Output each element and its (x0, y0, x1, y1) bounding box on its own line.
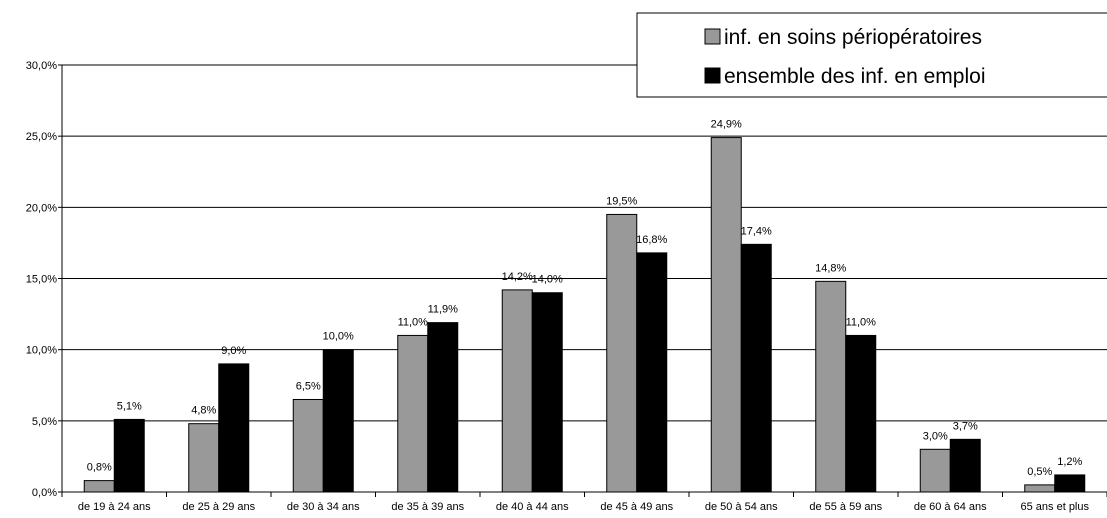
legend-swatch-series-1 (704, 28, 721, 45)
data-label-series-2: 9,0% (221, 345, 246, 357)
bars: 0,8%5,1% 4,8%9,0%6,5%10,0%11,0%11,9%14,2%… (83, 119, 1086, 493)
legend-label-series-2: ensemble des inf. en emploi (724, 65, 986, 88)
data-label-series-2: 1,2% (1057, 456, 1082, 468)
data-label-series-1: 0,5% (1027, 466, 1052, 478)
y-tick-label: 30,0% (26, 60, 57, 72)
x-tick-label: de 25 à 29 ans (182, 501, 255, 513)
bar-series-1 (710, 137, 742, 493)
bar-series-1 (292, 398, 324, 493)
bar-series-2 (427, 322, 459, 493)
y-tick-label: 10,0% (26, 345, 57, 357)
y-axis: 0,0% 5,0% 10,0% 15,0% 20,0% 25,0% 30,0% (26, 60, 63, 499)
x-tick-label: de 45 à 49 ans (600, 501, 673, 513)
legend: inf. en soins périopératoires ensemble d… (636, 12, 1107, 98)
bar-series-1 (501, 289, 533, 493)
bar-series-2 (113, 418, 145, 493)
x-tick-label: 65 ans et plus (1021, 501, 1090, 513)
x-tick-label: de 60 à 64 ans (914, 501, 987, 513)
data-label-series-2: 16,8% (636, 234, 667, 246)
data-label-series-2: 17,4% (741, 225, 772, 237)
data-label-series-2: 11,9% (428, 304, 459, 316)
data-label-series-1: 11,0% (398, 316, 429, 328)
gridlines (62, 64, 1107, 422)
x-tick-label: de 35 à 39 ans (391, 501, 464, 513)
data-label-series-1: 4,8% (191, 405, 216, 417)
y-tick-label: 5,0% (32, 416, 57, 428)
y-tick-label: 15,0% (26, 274, 57, 286)
data-label-series-1: 6,5% (296, 380, 321, 392)
data-label-series-2: 14,0% (532, 274, 563, 286)
bar-series-2 (949, 438, 981, 493)
legend-swatch-series-2 (704, 67, 721, 84)
x-tick-label: de 40 à 44 ans (496, 501, 569, 513)
bar-series-1 (815, 280, 847, 493)
bar-series-1 (1024, 484, 1056, 493)
data-label-series-1: 24,9% (711, 119, 742, 131)
bar-series-2 (218, 363, 250, 493)
data-label-series-1: 0,8% (87, 462, 112, 474)
bar-series-2 (531, 292, 563, 493)
bar-series-2 (636, 252, 668, 493)
bar-series-1 (919, 448, 951, 493)
data-label-series-1: 19,5% (606, 195, 637, 207)
data-label-series-2: 3,7% (953, 420, 978, 432)
legend-label-series-1: inf. en soins périopératoires (724, 26, 982, 49)
bar-series-1 (397, 334, 429, 493)
data-label-series-1: 14,8% (815, 262, 846, 274)
y-tick-label: 20,0% (26, 202, 57, 214)
y-tick-label: 25,0% (26, 131, 57, 143)
y-tick-label: 0,0% (32, 487, 57, 499)
bar-series-1 (606, 213, 638, 493)
data-label-series-2: 5,1% (117, 400, 142, 412)
data-label-series-1: 3,0% (923, 430, 948, 442)
bar-series-1 (188, 423, 220, 493)
bar-series-2 (740, 243, 772, 493)
bar-series-2 (845, 334, 877, 493)
x-tick-label: de 30 à 34 ans (287, 501, 360, 513)
data-label-series-2: 11,0% (846, 316, 877, 328)
bar-series-2 (322, 349, 354, 493)
x-tick-label: de 50 à 54 ans (705, 501, 778, 513)
bar-series-1 (83, 480, 115, 493)
data-label-series-2: 10,0% (323, 331, 354, 343)
x-axis: de 19 à 24 ans de 25 à 29 ans de 30 à 34 a… (61, 491, 1107, 513)
x-tick-label: de 19 à 24 ans (78, 501, 151, 513)
x-tick-label: de 55 à 59 ans (809, 501, 882, 513)
bar-series-2 (1054, 474, 1086, 493)
data-label-series-1: 14,2% (502, 271, 533, 283)
